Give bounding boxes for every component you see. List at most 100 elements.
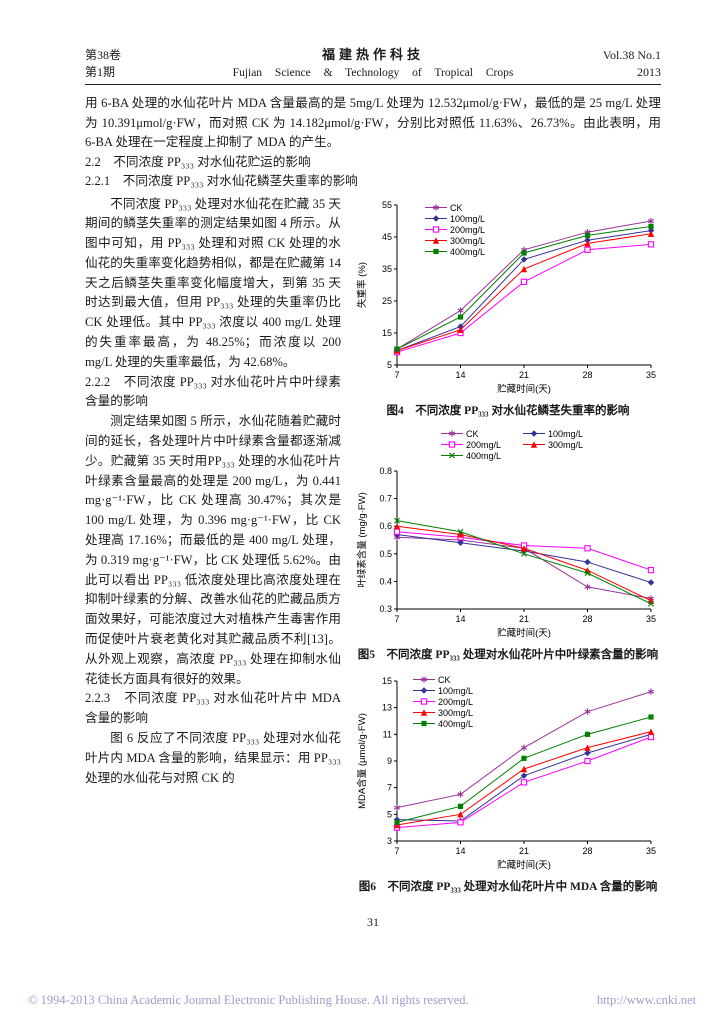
- svg-text:45: 45: [382, 232, 392, 242]
- svg-text:失重率 (%): 失重率 (%): [356, 262, 368, 308]
- page-number: 31: [367, 914, 379, 929]
- svg-text:5: 5: [387, 360, 392, 370]
- svg-text:7: 7: [394, 370, 399, 380]
- figure-6: 3 5 7 9 11 13 15 7 14 21 28 35 贮藏时间(天) MDA含量 (μmol/g·…: [355, 671, 661, 894]
- figure-4-caption: 图4 不同浓度 PP₃₃₃ 对水仙花鳞茎失重率的影响: [386, 404, 630, 417]
- svg-text:21: 21: [519, 370, 529, 380]
- legend-label: 400mg/L: [466, 450, 502, 461]
- figure-6-caption: 图6 不同浓度 PP₃₃₃ 处理对水仙花叶片中 MDA 含量的影响: [358, 880, 658, 893]
- page-header: 第38卷 福建热作科技 Vol.38 No.1 第1期 Fujian Scien…: [85, 44, 661, 85]
- journal-title-cn: 福建热作科技: [321, 47, 424, 62]
- cnki-url: http://www.cnki.net: [596, 993, 696, 1007]
- legend-item: 400mg/L: [425, 247, 485, 257]
- volume-cn: 第38卷: [85, 48, 122, 62]
- section-2-2-heading: 2.2 不同浓度 PP₃₃₃ 对水仙花贮运的影响: [85, 154, 311, 169]
- svg-text:21: 21: [519, 846, 529, 856]
- legend-item: 300mg/L: [523, 440, 583, 450]
- svg-text:0.4: 0.4: [379, 576, 392, 586]
- legend-label: CK: [466, 428, 479, 439]
- svg-text:0.6: 0.6: [379, 521, 392, 531]
- svg-text:35: 35: [646, 614, 656, 624]
- legend-item: 400mg/L: [413, 719, 473, 729]
- section-2-2-3-heading: 2.2.3 不同浓度 PP₃₃₃ 对水仙花叶片中 MDA 含量的影响: [85, 691, 341, 726]
- volume-en: Vol.38 No.1: [602, 48, 661, 62]
- intro-paragraph: 用 6-BA 处理的水仙花叶片 MDA 含量最高的是 5mg/L 处理为 12.…: [85, 96, 661, 149]
- figure-5: 0.3 0.4 0.5 0.6 0.7 0.8 7 14 21 28 35 贮藏时间(天) 叶绿素含量 …: [355, 427, 661, 662]
- svg-text:贮藏时间(天): 贮藏时间(天): [497, 859, 551, 871]
- legend-item: 100mg/L: [425, 214, 485, 224]
- svg-text:叶绿素含量 (mg/g·FW): 叶绿素含量 (mg/g·FW): [356, 492, 368, 588]
- two-column-area: 不同浓度 PP₃₃₃ 处理对水仙花在贮藏 35 天期间的鳞茎失重率的测定结果如图…: [85, 195, 661, 903]
- svg-text:28: 28: [582, 846, 592, 856]
- svg-text:35: 35: [382, 264, 392, 274]
- legend-label: 200mg/L: [466, 439, 502, 450]
- svg-text:3: 3: [387, 836, 392, 846]
- legend-label: CK: [450, 202, 463, 213]
- svg-text:7: 7: [387, 782, 392, 792]
- figures-column: 5 15 25 35 45 55 7 14 21 28 35 贮藏时间(天) 失重率 (%) CK 100m…: [355, 195, 661, 903]
- text-column: 不同浓度 PP₃₃₃ 处理对水仙花在贮藏 35 天期间的鳞茎失重率的测定结果如图…: [85, 195, 341, 903]
- page-content: 第38卷 福建热作科技 Vol.38 No.1 第1期 Fujian Scien…: [85, 44, 661, 930]
- page-footer: © 1994-2013 China Academic Journal Elect…: [28, 993, 696, 1008]
- year: 2013: [637, 65, 661, 79]
- chart-legend: CK 100mg/L 200mg/L 300mg/L 400mg/L: [441, 429, 583, 461]
- legend-label: 300mg/L: [450, 235, 486, 246]
- header-rule: [85, 84, 661, 85]
- legend-item: 200mg/L: [441, 440, 501, 450]
- svg-text:14: 14: [455, 846, 465, 856]
- figure-5-caption: 图5 不同浓度 PP₃₃₃ 处理对水仙花叶片中叶绿素含量的影响: [357, 648, 659, 661]
- chlorophyll-chart: 0.3 0.4 0.5 0.6 0.7 0.8 7 14 21 28 35 贮藏时间(天) 叶绿素含量 …: [355, 427, 661, 644]
- legend-item: 100mg/L: [523, 429, 583, 439]
- svg-text:28: 28: [582, 370, 592, 380]
- svg-text:0.3: 0.3: [379, 604, 392, 614]
- svg-text:13: 13: [382, 702, 392, 712]
- paragraph-chlorophyll: 测定结果如图 5 所示，水仙花随着贮藏时间的延长，各处理叶片中叶绿素含量都逐渐减…: [85, 414, 341, 686]
- chart-legend: CK 100mg/L 200mg/L 300mg/L 400mg/L: [425, 203, 485, 257]
- legend-item: 200mg/L: [413, 697, 473, 707]
- mda-chart: 3 5 7 9 11 13 15 7 14 21 28 35 贮藏时间(天) MDA含量 (μmol/g·…: [355, 671, 661, 876]
- svg-text:21: 21: [519, 614, 529, 624]
- section-2-2-1-heading: 2.2.1 不同浓度 PP₃₃₃ 对水仙花鳞茎失重率的影响: [85, 174, 358, 188]
- svg-text:7: 7: [394, 846, 399, 856]
- svg-text:9: 9: [387, 756, 392, 766]
- svg-text:15: 15: [382, 676, 392, 686]
- svg-text:14: 14: [455, 370, 465, 380]
- legend-item: 100mg/L: [413, 686, 473, 696]
- legend-label: 400mg/L: [450, 246, 486, 257]
- svg-text:14: 14: [455, 614, 465, 624]
- legend-item: CK: [413, 675, 473, 685]
- header-row-1: 第38卷 福建热作科技 Vol.38 No.1: [85, 44, 661, 63]
- legend-item: CK: [425, 203, 485, 213]
- legend-label: 400mg/L: [438, 718, 474, 729]
- legend-item: 200mg/L: [425, 225, 485, 235]
- svg-text:25: 25: [382, 296, 392, 306]
- legend-label: 100mg/L: [450, 213, 486, 224]
- svg-text:贮藏时间(天): 贮藏时间(天): [497, 383, 551, 395]
- legend-label: 200mg/L: [450, 224, 486, 235]
- svg-text:贮藏时间(天): 贮藏时间(天): [497, 627, 551, 639]
- legend-label: 200mg/L: [438, 696, 474, 707]
- svg-text:MDA含量 (μmol/g·FW): MDA含量 (μmol/g·FW): [356, 713, 368, 809]
- legend-label: 300mg/L: [548, 439, 584, 450]
- svg-text:0.7: 0.7: [379, 493, 392, 503]
- legend-label: 100mg/L: [548, 428, 584, 439]
- header-row-2: 第1期 Fujian Science & Technology of Tropi…: [85, 63, 661, 80]
- svg-text:35: 35: [646, 846, 656, 856]
- svg-text:35: 35: [646, 370, 656, 380]
- svg-text:28: 28: [582, 614, 592, 624]
- svg-text:0.5: 0.5: [379, 548, 392, 558]
- svg-text:15: 15: [382, 328, 392, 338]
- legend-label: CK: [438, 674, 451, 685]
- weight-loss-chart: 5 15 25 35 45 55 7 14 21 28 35 贮藏时间(天) 失重率 (%) CK 100m…: [355, 195, 661, 400]
- svg-text:11: 11: [383, 729, 392, 739]
- paragraph-weight-loss: 不同浓度 PP₃₃₃ 处理对水仙花在贮藏 35 天期间的鳞茎失重率的测定结果如图…: [85, 196, 341, 369]
- legend-item: CK: [441, 429, 501, 439]
- issue-cn: 第1期: [85, 65, 116, 79]
- legend-label: 300mg/L: [438, 707, 474, 718]
- paragraph-mda: 图 6 反应了不同浓度 PP₃₃₃ 处理对水仙花叶片内 MDA 含量的影响，结果…: [85, 731, 341, 785]
- svg-text:55: 55: [382, 200, 392, 210]
- legend-label: 100mg/L: [438, 685, 474, 696]
- figure-4: 5 15 25 35 45 55 7 14 21 28 35 贮藏时间(天) 失重率 (%) CK 100m…: [355, 195, 661, 418]
- chart-legend: CK 100mg/L 200mg/L 300mg/L 400mg/L: [413, 675, 473, 729]
